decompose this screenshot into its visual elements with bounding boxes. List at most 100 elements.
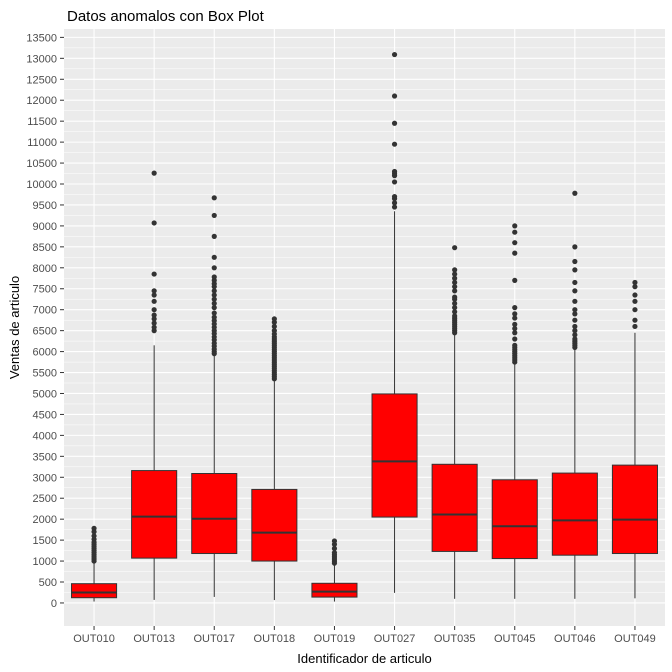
- outlier-point: [211, 296, 217, 302]
- outlier-point: [391, 168, 398, 175]
- x-axis: OUT010 OUT013 OUT017 OUT018 OUT019 OUT027 OUT0…: [73, 626, 656, 645]
- y-tick-label: 8000: [33, 263, 57, 275]
- outlier-point: [151, 220, 157, 226]
- box-iqr: [251, 488, 298, 562]
- outlier-point: [632, 323, 638, 330]
- box-out027: [371, 51, 418, 593]
- y-tick-label: 4500: [33, 409, 57, 421]
- y-tick-label: 3500: [33, 451, 57, 463]
- x-tick-label: OUT049: [614, 633, 656, 645]
- outlier-point: [572, 323, 578, 330]
- outlier-point: [211, 254, 217, 260]
- y-tick-label: 1500: [33, 535, 57, 547]
- outlier-point: [391, 204, 398, 210]
- outlier-point: [211, 300, 217, 307]
- y-tick-label: 12000: [26, 95, 57, 107]
- y-tick-label: 8500: [33, 242, 57, 254]
- outlier-point: [632, 298, 638, 304]
- outlier-point: [512, 342, 518, 348]
- y-tick-label: 3000: [33, 472, 57, 484]
- outlier-point: [452, 267, 458, 273]
- y-tick-label: 13500: [26, 32, 57, 44]
- outlier-point: [452, 294, 458, 300]
- y-tick-label: 5500: [33, 368, 57, 380]
- outlier-point: [632, 307, 638, 313]
- outlier-point: [452, 309, 458, 315]
- y-tick-label: 9000: [33, 221, 57, 233]
- outlier-point: [452, 271, 458, 277]
- x-tick-label: OUT013: [133, 633, 175, 645]
- y-tick-label: 9500: [33, 200, 57, 212]
- outlier-point: [391, 120, 398, 126]
- outlier-point: [391, 179, 398, 185]
- outlier-point: [151, 292, 157, 298]
- outlier-point: [512, 315, 518, 321]
- y-axis: 0 500 1000 1500 2000 2500 3000 3500 4000 4500 5000…: [26, 32, 64, 610]
- x-tick-label: OUT046: [554, 633, 596, 645]
- chart-title: Datos anomalos con Box Plot: [67, 8, 265, 25]
- outlier-point: [572, 328, 578, 334]
- outlier-point: [151, 170, 157, 176]
- outlier-point: [572, 317, 578, 323]
- outlier-point: [211, 292, 217, 298]
- y-tick-label: 7000: [33, 305, 57, 317]
- outlier-point: [91, 525, 97, 531]
- outlier-point: [452, 275, 458, 281]
- box-out049: [611, 279, 658, 599]
- outlier-point: [452, 313, 458, 319]
- y-tick-label: 2500: [33, 493, 57, 505]
- outlier-point: [271, 316, 277, 322]
- box-iqr: [551, 472, 598, 556]
- outlier-point: [572, 311, 578, 317]
- outlier-point: [211, 195, 217, 201]
- outlier-point: [211, 314, 217, 320]
- box-out013: [131, 170, 178, 600]
- outlier-point: [211, 233, 217, 239]
- outlier-point: [211, 265, 217, 271]
- y-tick-label: 0: [51, 598, 57, 610]
- outlier-point: [512, 277, 518, 283]
- outlier-point: [512, 229, 518, 235]
- outlier-point: [512, 305, 518, 311]
- outlier-point: [512, 311, 518, 317]
- outlier-point: [151, 271, 157, 277]
- outlier-point: [512, 325, 518, 332]
- box-iqr: [371, 393, 418, 518]
- outlier-point: [572, 258, 578, 265]
- box-out046: [551, 190, 598, 599]
- outlier-point: [331, 545, 338, 552]
- outlier-point: [452, 300, 458, 307]
- outlier-point: [572, 190, 578, 196]
- outlier-point: [151, 316, 157, 322]
- box-iqr: [431, 463, 478, 552]
- outlier-point: [211, 212, 217, 219]
- outlier-point: [271, 328, 277, 334]
- box-out035: [431, 245, 478, 599]
- outlier-point: [572, 336, 578, 342]
- y-tick-label: 10500: [26, 158, 57, 170]
- outlier-point: [211, 288, 217, 294]
- y-tick-label: 4000: [33, 430, 57, 442]
- outlier-point: [331, 538, 338, 544]
- box-iqr: [311, 582, 358, 598]
- outlier-point: [512, 336, 518, 342]
- outlier-point: [211, 305, 217, 311]
- outlier-point: [572, 267, 578, 273]
- outlier-point: [512, 240, 518, 246]
- y-tick-label: 500: [39, 577, 57, 589]
- outlier-point: [151, 312, 157, 318]
- outlier-point: [632, 284, 638, 290]
- outlier-point: [512, 250, 518, 256]
- outlier-point: [91, 533, 97, 539]
- outlier-point: [211, 310, 217, 316]
- outlier-point: [632, 292, 638, 298]
- outlier-point: [331, 550, 338, 556]
- outlier-point: [391, 141, 398, 147]
- y-tick-label: 13000: [26, 53, 57, 65]
- box-out010: [71, 525, 118, 602]
- outlier-point: [271, 323, 277, 330]
- outlier-point: [572, 244, 578, 250]
- box-series: [71, 51, 658, 602]
- outlier-point: [211, 274, 217, 280]
- y-tick-label: 7500: [33, 284, 57, 296]
